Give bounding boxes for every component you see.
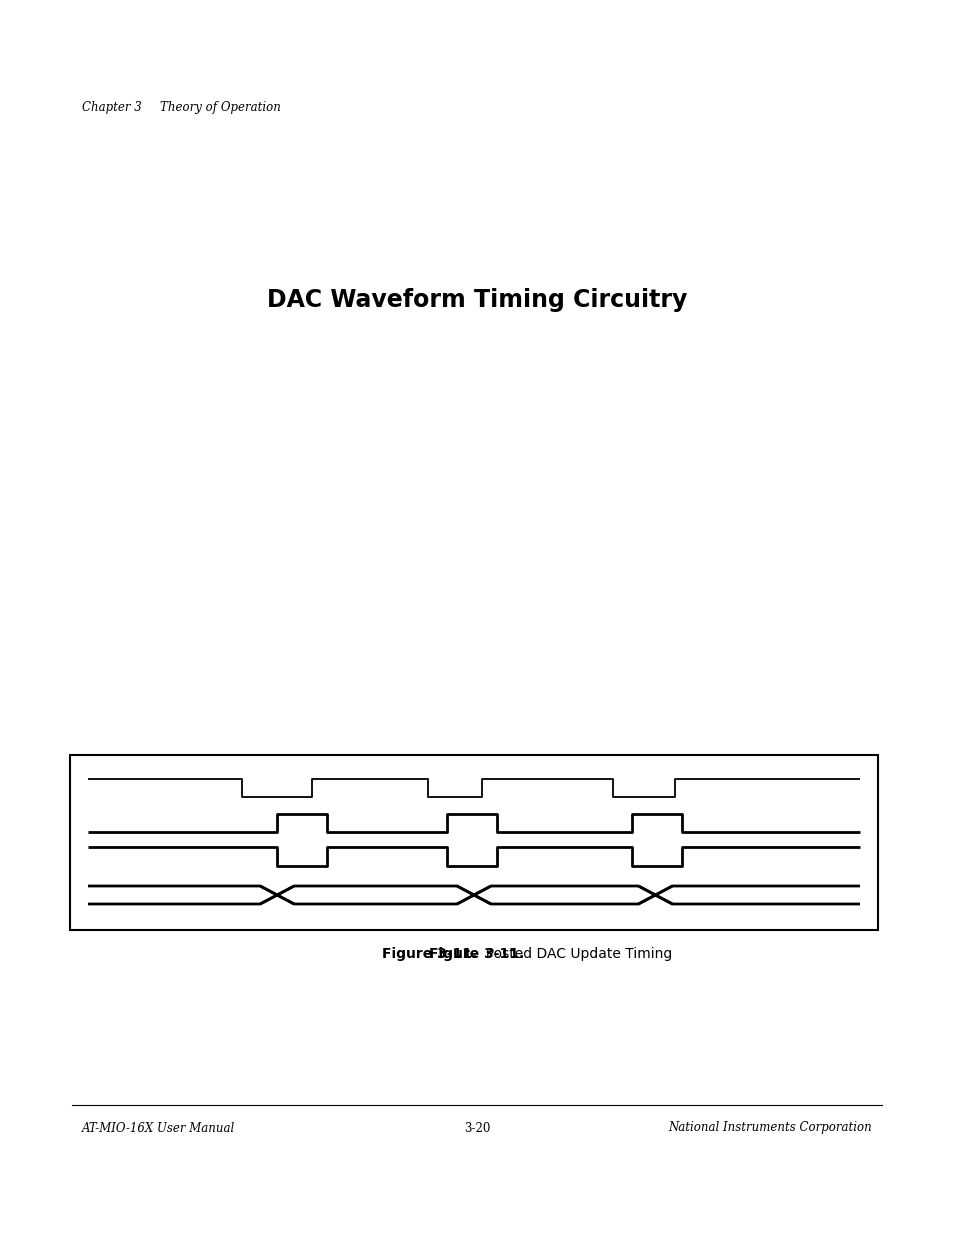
Text: 3-20: 3-20 bbox=[463, 1121, 490, 1135]
Text: Figure 3-11.: Figure 3-11. bbox=[429, 947, 524, 961]
Text: Posted DAC Update Timing: Posted DAC Update Timing bbox=[476, 947, 672, 961]
Bar bbox=[70, 755, 877, 930]
Text: DAC Waveform Timing Circuitry: DAC Waveform Timing Circuitry bbox=[267, 288, 686, 312]
Text: AT-MIO-16X User Manual: AT-MIO-16X User Manual bbox=[82, 1121, 235, 1135]
Text: Chapter 3: Chapter 3 bbox=[82, 101, 142, 115]
Text: National Instruments Corporation: National Instruments Corporation bbox=[667, 1121, 871, 1135]
Text: Theory of Operation: Theory of Operation bbox=[160, 101, 280, 115]
Text: Figure 3-11.: Figure 3-11. bbox=[381, 947, 476, 961]
